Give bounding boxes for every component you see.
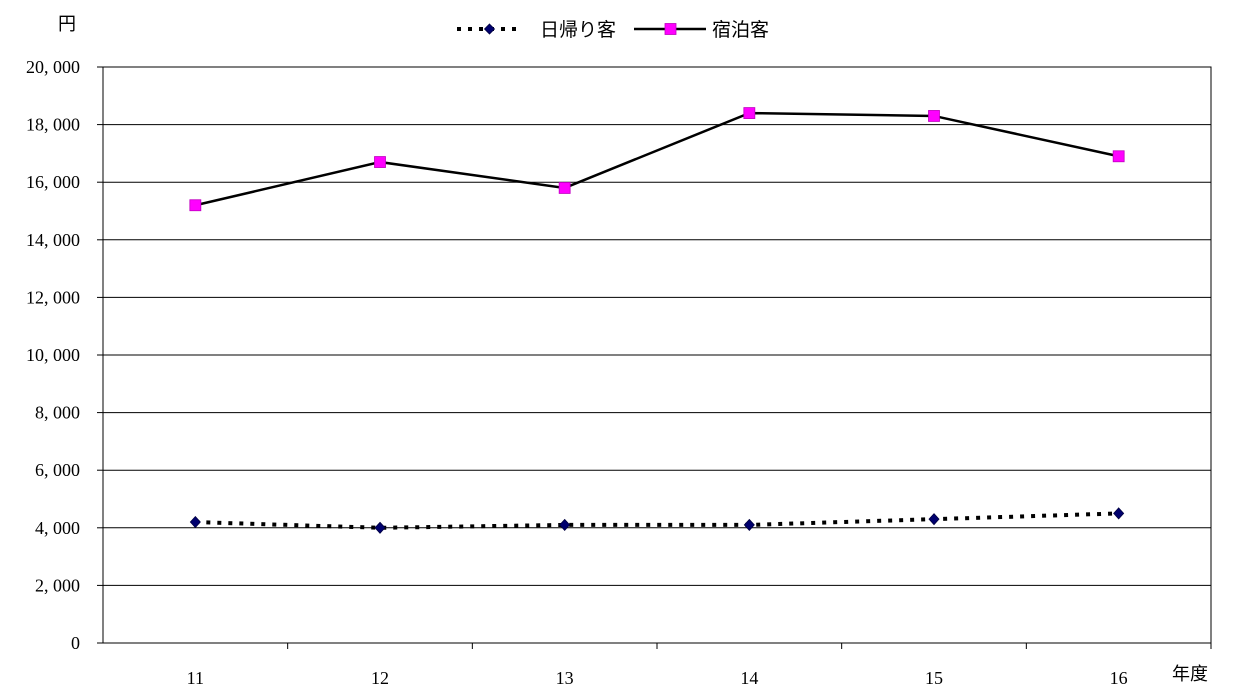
data-point <box>374 521 386 534</box>
gridlines <box>97 66 1211 644</box>
x-axis-unit-label: 年度 <box>1172 664 1208 685</box>
data-point <box>1113 507 1125 520</box>
legend-overnight-label: 宿泊客 <box>712 19 769 41</box>
x-tick-label: 14 <box>740 668 758 688</box>
y-tick-label: 2, 000 <box>35 575 80 595</box>
legend-day-trip-marker <box>483 23 496 35</box>
series-day-trip <box>189 507 1125 534</box>
data-point <box>1112 150 1125 163</box>
series-layer <box>189 107 1125 534</box>
y-tick-label: 12, 000 <box>26 287 80 307</box>
series-line <box>195 511 1119 530</box>
legend-item-overnight: 宿泊客 <box>634 19 769 41</box>
y-tick-label: 16, 000 <box>26 172 80 192</box>
x-tick-label: 13 <box>556 668 574 688</box>
y-tick-label: 6, 000 <box>35 460 80 480</box>
y-tick-label: 4, 000 <box>35 518 80 538</box>
x-tick-label: 15 <box>925 668 943 688</box>
y-tick-label: 0 <box>71 633 80 653</box>
y-axis-tick-labels: 0 2, 000 4, 000 6, 000 8, 000 10, 000 12, 000 1… <box>26 57 80 653</box>
data-point <box>558 182 571 194</box>
data-point <box>374 156 386 168</box>
x-axis-ticks <box>287 643 1212 649</box>
x-axis-tick-labels: 11 12 13 14 15 16 <box>187 668 1128 688</box>
legend: 日帰り客 宿泊客 <box>457 19 769 41</box>
legend-overnight-marker <box>664 23 677 35</box>
legend-item-day-trip: 日帰り客 <box>457 19 616 41</box>
data-point <box>928 110 940 122</box>
y-tick-label: 18, 000 <box>26 115 80 135</box>
y-tick-label: 14, 000 <box>26 230 80 250</box>
y-axis-unit-label: 円 <box>58 14 76 35</box>
series-overnight <box>189 107 1125 212</box>
data-point <box>743 107 756 119</box>
data-point <box>189 515 201 529</box>
y-tick-label: 10, 000 <box>26 345 80 365</box>
data-point <box>189 199 202 212</box>
series-line <box>195 111 1119 207</box>
legend-day-trip-label: 日帰り客 <box>540 19 616 41</box>
x-tick-label: 12 <box>371 668 389 688</box>
data-point <box>928 513 940 526</box>
y-tick-label: 20, 000 <box>26 57 80 77</box>
data-point <box>559 518 571 532</box>
data-point <box>743 518 755 532</box>
x-tick-label: 16 <box>1110 668 1128 688</box>
x-tick-label: 11 <box>187 668 204 688</box>
y-tick-label: 8, 000 <box>35 403 80 423</box>
